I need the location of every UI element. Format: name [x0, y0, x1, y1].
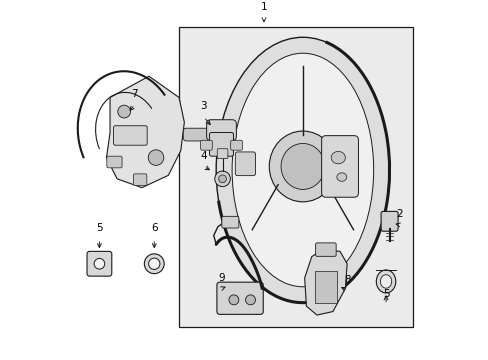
Ellipse shape [330, 152, 345, 164]
Text: 3: 3 [200, 101, 207, 111]
Text: 7: 7 [131, 89, 138, 99]
Circle shape [228, 295, 238, 305]
FancyBboxPatch shape [183, 128, 213, 141]
Text: 9: 9 [218, 273, 224, 283]
FancyBboxPatch shape [217, 149, 227, 159]
Text: 8: 8 [343, 275, 350, 285]
FancyBboxPatch shape [113, 126, 147, 145]
FancyBboxPatch shape [87, 251, 112, 276]
Circle shape [144, 254, 164, 274]
FancyBboxPatch shape [230, 140, 242, 150]
Circle shape [118, 105, 130, 118]
Text: 4: 4 [200, 151, 207, 161]
FancyBboxPatch shape [206, 120, 236, 141]
Text: 1: 1 [260, 2, 267, 12]
Ellipse shape [216, 37, 389, 303]
Text: 5: 5 [96, 223, 102, 233]
Polygon shape [106, 76, 184, 188]
Ellipse shape [269, 131, 336, 202]
FancyBboxPatch shape [315, 243, 335, 256]
Text: 5: 5 [382, 289, 388, 299]
Text: 2: 2 [395, 209, 402, 219]
FancyBboxPatch shape [235, 152, 255, 176]
FancyBboxPatch shape [321, 136, 358, 197]
Polygon shape [304, 249, 346, 315]
Ellipse shape [376, 270, 395, 293]
Circle shape [245, 295, 255, 305]
FancyBboxPatch shape [209, 132, 233, 156]
FancyBboxPatch shape [380, 211, 397, 231]
FancyBboxPatch shape [217, 282, 263, 314]
Bar [179, 27, 412, 328]
Ellipse shape [281, 143, 324, 189]
Circle shape [148, 150, 163, 165]
Ellipse shape [232, 53, 373, 287]
Bar [315, 271, 336, 303]
Circle shape [218, 175, 226, 183]
Circle shape [148, 258, 160, 269]
Ellipse shape [336, 173, 346, 181]
FancyBboxPatch shape [133, 174, 146, 185]
Circle shape [214, 171, 230, 186]
Text: 6: 6 [151, 223, 157, 233]
FancyBboxPatch shape [222, 216, 238, 228]
Ellipse shape [380, 275, 391, 288]
Circle shape [94, 258, 104, 269]
FancyBboxPatch shape [106, 156, 122, 168]
FancyBboxPatch shape [200, 140, 212, 150]
